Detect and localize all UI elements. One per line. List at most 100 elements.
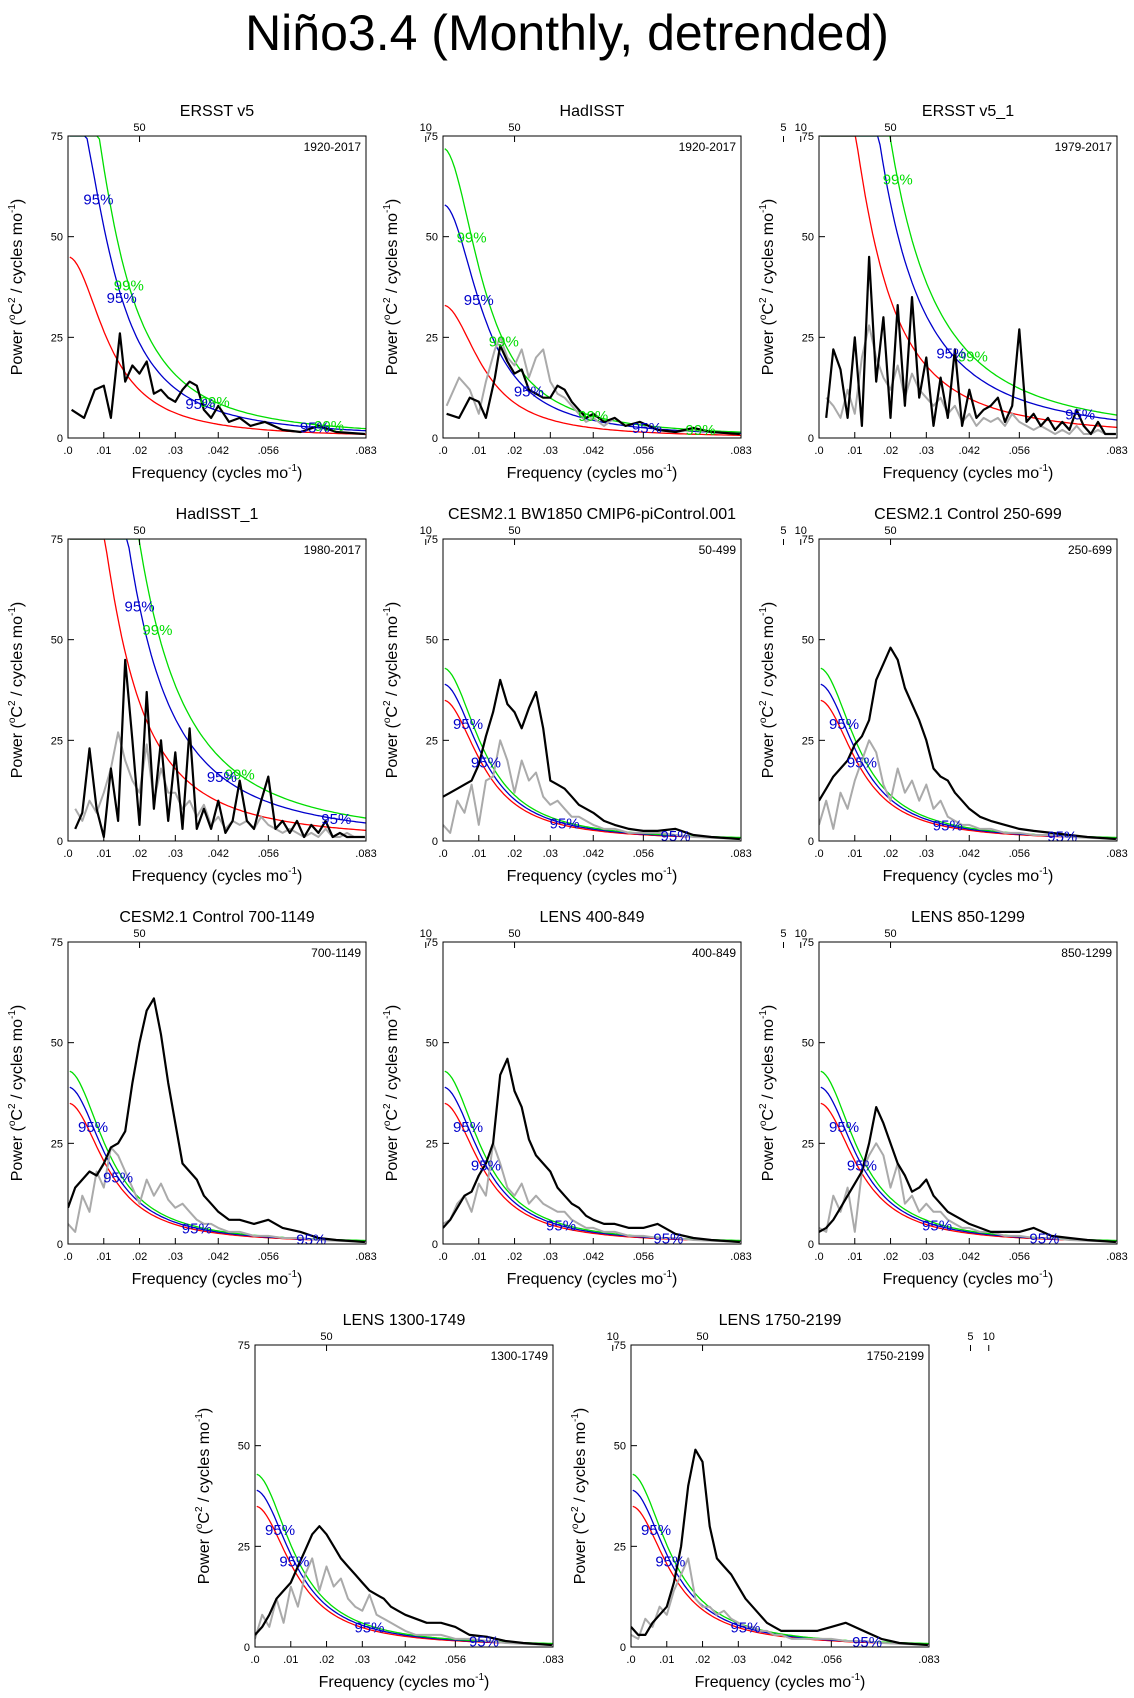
x-tick-label: .03 <box>919 445 934 457</box>
ci95-label: 95% <box>453 716 483 733</box>
x-tick-label: .01 <box>96 1251 111 1263</box>
ci95-label: 95% <box>107 290 137 307</box>
y-axis-label: Power (oC2 / cycles mo-1) <box>7 1005 26 1182</box>
plot-frame <box>442 941 742 1245</box>
x-tick-label: .02 <box>883 848 898 860</box>
ci99-label: 99% <box>114 277 144 294</box>
x-tick-label: .0 <box>438 848 447 860</box>
x-tick-label: .02 <box>883 445 898 457</box>
plot-area: 95% 95% 95% 95% <box>443 1057 741 1248</box>
panel-title: CESM2.1 Control 700-1149 <box>119 909 314 926</box>
period-tick-label: 50 <box>508 122 520 134</box>
ci95-label: 95% <box>653 1231 683 1248</box>
ci99-label: 99% <box>686 422 716 439</box>
plot-frame <box>442 135 742 439</box>
x-tick-label: .02 <box>319 1654 334 1666</box>
ci95-label: 95% <box>471 754 501 771</box>
ci95-label: 95% <box>300 419 330 436</box>
y-axis-label: Power (oC2 / cycles mo-1) <box>194 1408 213 1585</box>
period-tick-label: 10 <box>795 525 807 537</box>
ci99-line <box>444 148 741 433</box>
ci99-label: 99% <box>578 408 608 425</box>
plot-frame <box>818 941 1118 1245</box>
ci99-label: 99% <box>142 622 172 639</box>
x-tick-label: .0 <box>626 1654 635 1666</box>
period-tick-label: 5 <box>967 1331 973 1343</box>
x-axis-label: Frequency (cycles mo-1) <box>883 1269 1054 1288</box>
x-tick-label: .083 <box>918 1654 939 1666</box>
reference-spectrum-line <box>68 1146 365 1243</box>
x-axis-label: Frequency (cycles mo-1) <box>507 463 678 482</box>
panel-title: LENS 1300-1749 <box>343 1312 466 1329</box>
ci95-label: 95% <box>83 191 113 208</box>
ci95-label: 95% <box>936 346 966 363</box>
period-range-label: 400-849 <box>692 946 736 960</box>
x-tick-label: .01 <box>847 848 862 860</box>
x-tick-label: .03 <box>919 1251 934 1263</box>
y-tick-label: 0 <box>432 1239 438 1251</box>
x-tick-label: .0 <box>63 848 72 860</box>
period-range-label: 50-499 <box>699 543 737 557</box>
y-tick-label: 50 <box>426 1038 438 1050</box>
ci95-line <box>444 204 741 434</box>
x-tick-label: .056 <box>1009 1251 1030 1263</box>
spectrum-line <box>631 1448 928 1647</box>
period-tick-label: 10 <box>420 928 432 940</box>
y-tick-label: 50 <box>51 1038 63 1050</box>
panel-6: 95%95%95%95%.0.01.02.03.042.056.08350105… <box>758 506 1128 885</box>
y-axis-label: Power (oC2 / cycles mo-1) <box>382 602 401 779</box>
ci95-label: 95% <box>661 828 691 845</box>
ci95-label: 95% <box>464 292 494 309</box>
ci95-label: 95% <box>829 716 859 733</box>
y-tick-label: 50 <box>802 1038 814 1050</box>
x-tick-label: .042 <box>583 1251 604 1263</box>
x-tick-label: .083 <box>355 848 376 860</box>
period-tick-label: 50 <box>884 122 896 134</box>
plot-frame <box>818 538 1118 842</box>
period-tick-label: 5 <box>780 928 786 940</box>
x-tick-label: .083 <box>542 1654 563 1666</box>
x-tick-label: .042 <box>771 1654 792 1666</box>
x-tick-label: .0 <box>63 445 72 457</box>
x-tick-label: .01 <box>96 848 111 860</box>
y-tick-label: 0 <box>808 836 814 848</box>
spectrum-line <box>819 646 1116 841</box>
x-tick-label: .01 <box>847 1251 862 1263</box>
x-tick-label: .056 <box>633 848 654 860</box>
ci95-label: 95% <box>265 1522 295 1539</box>
x-tick-label: .083 <box>730 848 751 860</box>
plot-frame <box>630 1344 930 1648</box>
plot-area: 95% 95% 95% 95% <box>819 1070 1117 1244</box>
period-tick-label: 10 <box>607 1331 619 1343</box>
plot-frame <box>818 135 1118 439</box>
y-tick-label: 75 <box>51 937 63 949</box>
period-range-label: 1920-2017 <box>304 140 362 154</box>
reference-spectrum-line <box>819 1142 1116 1243</box>
panel-title: CESM2.1 Control 250-699 <box>874 506 1062 523</box>
x-axis-label: Frequency (cycles mo-1) <box>695 1672 866 1691</box>
y-tick-label: 50 <box>238 1441 250 1453</box>
spectrum-line <box>443 678 740 841</box>
spectrum-line <box>819 1106 1116 1244</box>
x-tick-label: .056 <box>445 1654 466 1666</box>
ci99-label: 99% <box>457 229 487 246</box>
ci95-label: 95% <box>321 811 351 828</box>
panel-title: LENS 1750-2199 <box>719 1312 842 1329</box>
period-tick-label: 50 <box>133 525 145 537</box>
y-tick-label: 50 <box>426 232 438 244</box>
x-tick-label: .03 <box>168 445 183 457</box>
y-tick-label: 0 <box>432 836 438 848</box>
x-tick-label: .042 <box>395 1654 416 1666</box>
y-tick-label: 75 <box>51 131 63 143</box>
x-tick-label: .042 <box>208 445 229 457</box>
x-tick-label: .03 <box>731 1654 746 1666</box>
reference-spectrum-line <box>255 1557 552 1646</box>
x-tick-label: .0 <box>250 1654 259 1666</box>
plot-area: 95% 95% 95% 95% <box>631 1448 929 1647</box>
y-axis-label: Power (oC2 / cycles mo-1) <box>758 199 777 376</box>
x-tick-label: .042 <box>959 848 980 860</box>
x-axis-label: Frequency (cycles mo-1) <box>132 866 303 885</box>
period-tick-label: 50 <box>696 1331 708 1343</box>
